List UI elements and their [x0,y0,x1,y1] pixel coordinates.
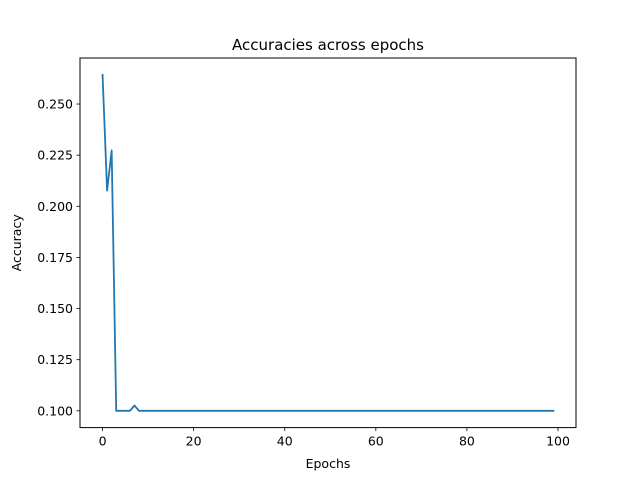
axis-ticks: 0 20 40 60 80 100 0.100 0.125 0.150 0.175 0.200 0.2… [37,97,570,449]
x-tick-label: 80 [459,434,475,449]
x-axis-label: Epochs [306,456,351,471]
y-tick-label: 0.225 [37,148,73,163]
plot-area [101,73,555,412]
y-tick-label: 0.250 [37,97,73,112]
x-tick-label: 20 [186,434,202,449]
accuracy-series-line [101,73,555,412]
y-tick-label: 0.125 [37,352,73,367]
x-tick-label: 100 [546,434,570,449]
chart-title: Accuracies across epochs [232,36,424,54]
x-tick-label: 0 [99,434,107,449]
y-tick-label: 0.150 [37,301,73,316]
axes-frame [79,57,577,429]
y-tick-label: 0.175 [37,250,73,265]
y-tick-label: 0.200 [37,199,73,214]
y-tick-label: 0.100 [37,403,73,418]
x-tick-label: 60 [368,434,384,449]
y-axis-label: Accuracy [9,214,24,272]
x-tick-label: 40 [277,434,293,449]
